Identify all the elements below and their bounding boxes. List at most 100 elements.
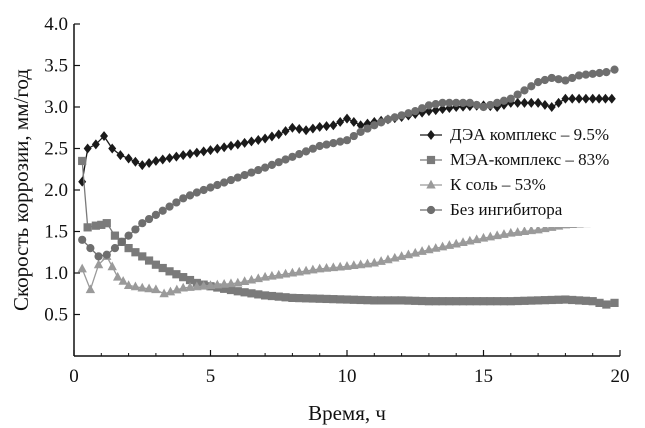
y-tick-label: 2.5	[44, 139, 68, 160]
data-point	[108, 143, 117, 154]
x-tick-label: 10	[338, 366, 357, 387]
data-point	[601, 93, 610, 104]
data-point	[568, 73, 577, 83]
data-point	[486, 100, 495, 110]
y-tick-label: 3.5	[44, 56, 68, 77]
legend-swatch-marker	[426, 205, 436, 215]
data-point	[349, 295, 358, 304]
data-point	[254, 290, 263, 299]
data-point	[294, 266, 304, 276]
data-point	[547, 73, 556, 83]
data-point	[144, 256, 154, 265]
data-point	[458, 98, 468, 107]
data-point	[431, 297, 440, 306]
data-point	[540, 99, 549, 110]
data-point	[206, 183, 215, 192]
data-point	[100, 131, 109, 142]
data-point	[131, 225, 140, 234]
data-point	[240, 288, 249, 297]
data-point	[322, 294, 331, 304]
data-point	[465, 98, 474, 107]
data-point	[144, 214, 154, 224]
data-point	[302, 125, 311, 136]
data-point	[512, 227, 523, 236]
data-point	[602, 300, 611, 309]
data-point	[595, 298, 604, 307]
data-point	[322, 140, 331, 149]
data-point	[254, 165, 263, 175]
data-point	[492, 230, 502, 240]
data-point	[185, 191, 195, 200]
y-tick-label: 0.5	[44, 305, 68, 326]
data-point	[533, 77, 543, 87]
data-point	[452, 297, 461, 306]
data-point	[151, 155, 160, 166]
data-point	[301, 147, 311, 156]
data-point	[342, 136, 352, 145]
data-point	[411, 107, 420, 116]
data-point	[308, 123, 317, 134]
data-point	[527, 296, 536, 305]
data-point	[451, 238, 461, 248]
data-point	[424, 106, 433, 117]
data-point	[383, 115, 393, 124]
series-triangle	[77, 211, 620, 298]
data-point	[520, 97, 529, 108]
data-point	[574, 296, 584, 305]
data-point	[321, 262, 332, 272]
data-point	[424, 297, 434, 306]
data-point	[465, 297, 474, 306]
data-point	[438, 98, 447, 107]
data-point	[308, 144, 317, 153]
data-point	[158, 263, 167, 273]
data-point	[117, 237, 126, 246]
series-layer	[77, 65, 620, 309]
data-point	[513, 296, 522, 306]
data-point	[78, 235, 87, 244]
y-tick-label: 3.0	[44, 97, 68, 118]
data-point	[458, 237, 468, 246]
data-point	[349, 260, 359, 270]
data-point	[151, 210, 160, 219]
data-point	[144, 283, 154, 293]
data-point	[192, 281, 202, 291]
data-point	[77, 263, 87, 273]
data-point	[138, 160, 147, 171]
data-point	[588, 297, 597, 306]
data-point	[274, 158, 283, 167]
data-point	[513, 97, 522, 108]
data-point	[199, 146, 208, 157]
data-point	[445, 98, 454, 107]
data-point	[437, 241, 448, 251]
data-point	[247, 289, 256, 298]
data-point	[343, 113, 351, 124]
data-point	[403, 249, 414, 259]
data-point	[86, 244, 95, 253]
data-point	[581, 70, 590, 79]
data-point	[506, 94, 515, 103]
data-point	[383, 296, 393, 305]
data-point	[151, 284, 161, 294]
legend-label: ДЭА комплекс – 9.5%	[450, 125, 609, 144]
data-point	[124, 231, 133, 240]
data-point	[233, 139, 242, 150]
data-point	[267, 270, 277, 280]
data-point	[295, 294, 304, 303]
data-point	[607, 93, 616, 104]
data-point	[377, 118, 386, 127]
data-point	[355, 259, 366, 269]
data-point	[295, 124, 304, 134]
data-point	[301, 294, 311, 303]
data-point	[308, 264, 318, 274]
data-point	[315, 141, 324, 151]
data-point	[308, 294, 317, 303]
data-point	[295, 150, 304, 159]
data-point	[568, 295, 577, 305]
data-point	[219, 278, 229, 288]
data-point	[102, 219, 111, 228]
data-point	[417, 246, 427, 255]
data-point	[288, 122, 297, 133]
data-point	[314, 263, 325, 273]
legend-swatch-marker	[426, 155, 436, 165]
data-point	[240, 170, 249, 180]
